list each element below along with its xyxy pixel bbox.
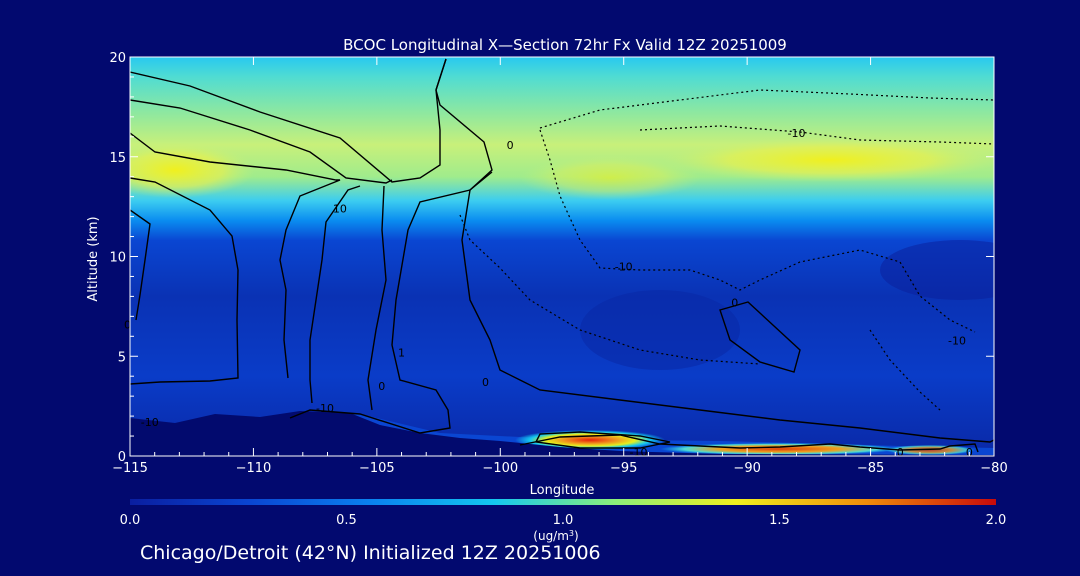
y-axis-label: Altitude (km) (86, 216, 101, 301)
x-tick-label: −80 (980, 461, 1007, 476)
y-tick-label: 15 (109, 151, 126, 166)
concentration-field (130, 57, 994, 456)
contour-label: -10 (615, 260, 633, 273)
y-tick-label: 0 (118, 450, 126, 465)
dashed-contours (459, 89, 994, 411)
contour-label: 10 (333, 203, 347, 216)
x-tick-label: −105 (359, 461, 395, 476)
colorbar-tick-label: 0.5 (336, 513, 357, 528)
x-tick-label: −95 (610, 461, 637, 476)
y-tick-label: 10 (109, 251, 126, 266)
contour-label: 0 (897, 446, 904, 459)
contour-label: -10 (630, 446, 648, 459)
contour-lines (130, 58, 994, 453)
contour-label: -10 (788, 127, 806, 140)
chart-title: BCOC Longitudinal X—Section 72hr Fx Vali… (343, 36, 787, 54)
colorbar-ticks: 0.0 0.5 1.0 1.5 2.0 (120, 513, 1007, 528)
colorbar-tick-label: 1.0 (553, 513, 574, 528)
contour-label: 0 (378, 380, 385, 393)
colorbar-tick-label: 0.0 (120, 513, 141, 528)
y-tick-label: 20 (109, 51, 126, 66)
contour-label: -10 (948, 334, 966, 347)
x-tick-label: −90 (733, 461, 760, 476)
contour-label: 0 (731, 296, 738, 309)
colorbar-tick-label: 1.5 (769, 513, 790, 528)
x-tick-label: −100 (482, 461, 518, 476)
contour-label: -10 (316, 402, 334, 415)
contour-label: 0 (124, 318, 131, 331)
footer-caption: Chicago/Detroit (42°N) Initialized 12Z 2… (140, 542, 601, 564)
terrain (130, 411, 994, 456)
colorbar (130, 499, 996, 505)
x-tick-label: −115 (112, 461, 148, 476)
contour-label: -10 (141, 416, 159, 429)
x-axis-label: Longitude (530, 483, 595, 498)
colorbar-tick-label: 2.0 (986, 513, 1007, 528)
contour-label: 0 (507, 139, 514, 152)
contour-label: 0 (482, 376, 489, 389)
x-tick-label: −110 (236, 461, 272, 476)
colorbar-unit-label: (ug/m3) (533, 529, 578, 544)
x-tick-label: −85 (857, 461, 884, 476)
contour-label: 1 (398, 346, 405, 359)
y-tick-label: 5 (118, 350, 126, 365)
x-axis: −115 −110 −105 −100 −95 −90 −85 −80 (112, 57, 1008, 476)
